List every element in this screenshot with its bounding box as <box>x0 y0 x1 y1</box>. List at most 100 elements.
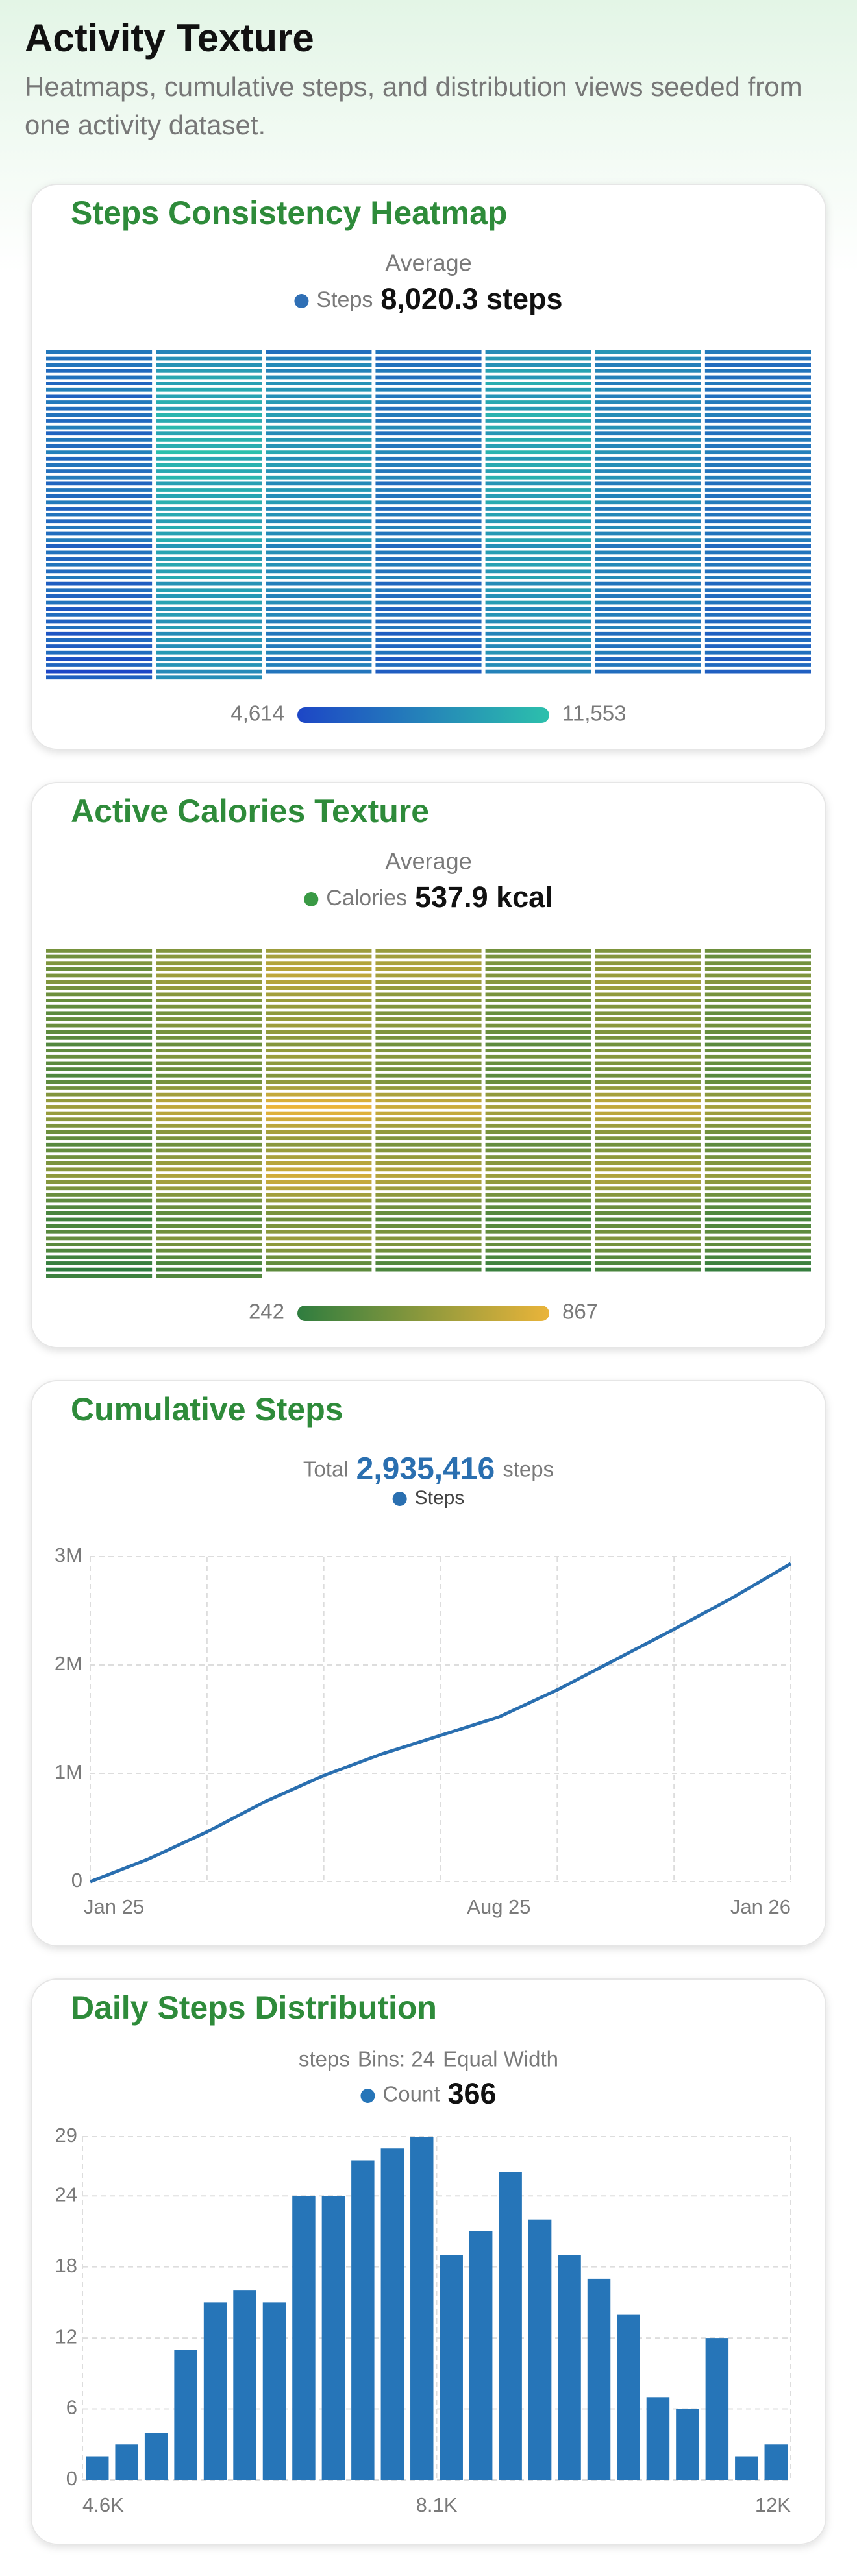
heatmap-cell <box>704 992 811 997</box>
heatmap-cell <box>375 1086 482 1090</box>
heatmap-cell <box>46 1148 153 1153</box>
heatmap-cell <box>704 1174 811 1178</box>
heatmap-cell <box>704 631 811 636</box>
heatmap-cell <box>156 1174 262 1178</box>
heatmap-cell <box>595 1092 701 1097</box>
heatmap-cell <box>46 607 153 611</box>
heatmap-cell <box>375 387 482 392</box>
heatmap-cell <box>375 1198 482 1203</box>
heatmap-cell <box>485 1111 591 1115</box>
histogram-bar <box>558 2255 581 2480</box>
heatmap-cell <box>46 663 153 667</box>
heatmap-cell <box>46 1130 153 1134</box>
heatmap-cell <box>375 475 482 480</box>
heatmap-cell <box>485 644 591 648</box>
heatmap-cell <box>485 437 591 442</box>
heatmap-cell <box>266 507 372 511</box>
heatmap-cell <box>156 1086 262 1090</box>
heatmap-cell <box>156 507 262 511</box>
heatmap-cell <box>704 999 811 1002</box>
heatmap-cell <box>156 1180 262 1184</box>
card-title: Steps Consistency Heatmap <box>71 195 507 231</box>
heatmap-cell <box>156 644 262 648</box>
heatmap-cell <box>485 1180 591 1184</box>
heatmap-cell <box>266 569 372 574</box>
heatmap-cell <box>704 644 811 648</box>
heatmap-cell <box>704 350 811 354</box>
heatmap-cell <box>375 626 482 630</box>
heatmap-cell <box>46 581 153 586</box>
heatmap-cell <box>156 999 262 1002</box>
heatmap-cell <box>485 1023 591 1028</box>
heatmap-cell <box>595 569 701 574</box>
heatmap-cell <box>595 1123 701 1128</box>
histogram-bar <box>203 2302 227 2480</box>
histogram-bar <box>735 2456 758 2480</box>
heatmap-cell <box>595 1011 701 1015</box>
heatmap-cell <box>595 1198 701 1203</box>
heatmap-cell <box>46 644 153 648</box>
heatmap-cell <box>485 1049 591 1053</box>
heatmap-cell <box>595 507 701 511</box>
heatmap-cell <box>375 657 482 661</box>
heatmap-cell <box>595 400 701 404</box>
heatmap-cell <box>46 481 153 486</box>
heatmap-cell <box>704 356 811 361</box>
heatmap-cell <box>704 531 811 536</box>
heatmap-cell <box>485 999 591 1002</box>
heatmap-cell <box>156 406 262 411</box>
heatmap-cell <box>595 1061 701 1065</box>
heatmap-cell <box>266 450 372 455</box>
heatmap-cell <box>375 607 482 611</box>
heatmap-cell <box>375 1255 482 1259</box>
heatmap-cell <box>266 469 372 473</box>
heatmap-cell <box>266 1042 372 1047</box>
heatmap-cell <box>46 1261 153 1265</box>
heatmap-cell <box>595 961 701 966</box>
heatmap-cell <box>704 507 811 511</box>
heatmap-cell <box>704 463 811 467</box>
heatmap-cell <box>595 973 701 978</box>
heatmap-cell <box>156 1111 262 1115</box>
heatmap-cell <box>375 594 482 598</box>
heatmap-cell <box>375 494 482 498</box>
heatmap-cell <box>46 961 153 966</box>
heatmap-cell <box>46 1274 153 1278</box>
heatmap-cell <box>46 425 153 430</box>
heatmap-cell <box>595 387 701 392</box>
heatmap-cell <box>375 576 482 579</box>
heatmap-cell <box>156 1236 262 1241</box>
heatmap-cell <box>375 394 482 398</box>
heatmap-cell <box>156 481 262 486</box>
legend-label: Count <box>382 2082 440 2106</box>
stat-label: Average <box>385 250 471 276</box>
heatmap-cell <box>704 1261 811 1265</box>
x-tick-label: Aug 25 <box>467 1895 530 1918</box>
heatmap-cell <box>375 507 482 511</box>
heatmap-cell <box>704 1017 811 1021</box>
heatmap-cell <box>156 1030 262 1034</box>
heatmap-cell <box>156 576 262 579</box>
heatmap-cell <box>595 1186 701 1191</box>
heatmap-cell <box>375 513 482 517</box>
heatmap-cell <box>704 1180 811 1184</box>
heatmap-cell <box>375 1123 482 1128</box>
heatmap-cell <box>266 644 372 648</box>
heatmap-cell <box>46 406 153 411</box>
heatmap-cell <box>485 1011 591 1015</box>
heatmap-cell <box>46 1230 153 1234</box>
heatmap-cell <box>266 576 372 579</box>
heatmap-cell <box>266 1030 372 1034</box>
heatmap-cell <box>704 500 811 505</box>
heatmap-cell <box>46 437 153 442</box>
heatmap-cell <box>375 444 482 448</box>
heatmap-cell <box>485 961 591 966</box>
heatmap-cell <box>46 1193 153 1197</box>
heatmap-cell <box>266 1049 372 1053</box>
heatmap-cell <box>485 387 591 392</box>
heatmap-cell <box>266 419 372 423</box>
heatmap-cell <box>266 406 372 411</box>
histogram-bar <box>292 2196 316 2480</box>
heatmap-cell <box>704 481 811 486</box>
heatmap-cell <box>266 382 372 385</box>
